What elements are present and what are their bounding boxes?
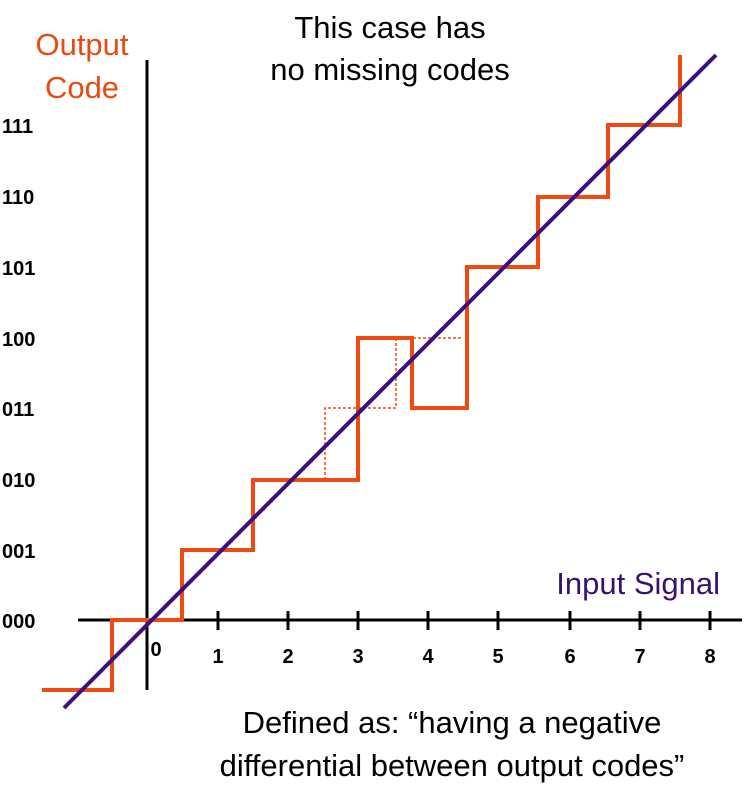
x-tick-label: 3 <box>352 646 363 668</box>
y-tick-label: 101 <box>2 258 35 280</box>
x-ticks <box>216 611 712 630</box>
title-line: This case has <box>294 10 485 45</box>
caption-line: differential between output codes” <box>220 748 685 783</box>
ideal-line <box>62 53 718 710</box>
y-axis-label: Code <box>45 70 119 105</box>
y-tick-label: 010 <box>2 470 35 492</box>
y-tick-label: 111 <box>2 116 33 138</box>
caption-line: Defined as: “having a negative <box>243 705 662 740</box>
x-tick-label: 5 <box>492 646 503 668</box>
y-tick-label: 100 <box>2 329 35 351</box>
x-tick-label: 4 <box>422 646 434 668</box>
x-tick-label: 6 <box>564 646 575 668</box>
x-tick-label: 8 <box>704 646 715 668</box>
y-tick-label: 001 <box>2 541 35 563</box>
title-line: no missing codes <box>270 52 510 87</box>
y-tick-label: 110 <box>2 187 34 209</box>
ideal-steps <box>324 337 462 480</box>
y-tick-labels: 000 001 010 011 100 101 110 111 <box>2 116 35 633</box>
transfer-steps <box>42 55 682 692</box>
y-axis-label: Output <box>35 27 128 62</box>
x-tick-label: 7 <box>634 646 645 668</box>
y-tick-label: 011 <box>2 399 34 421</box>
x-tick-label: 0 <box>150 639 161 661</box>
x-tick-labels: 0 1 2 3 4 5 6 7 8 <box>150 639 715 668</box>
x-tick-label: 1 <box>212 646 223 668</box>
x-tick-label: 2 <box>282 646 293 668</box>
x-axis-label: Input Signal <box>556 566 720 601</box>
y-tick-label: 000 <box>2 611 35 633</box>
